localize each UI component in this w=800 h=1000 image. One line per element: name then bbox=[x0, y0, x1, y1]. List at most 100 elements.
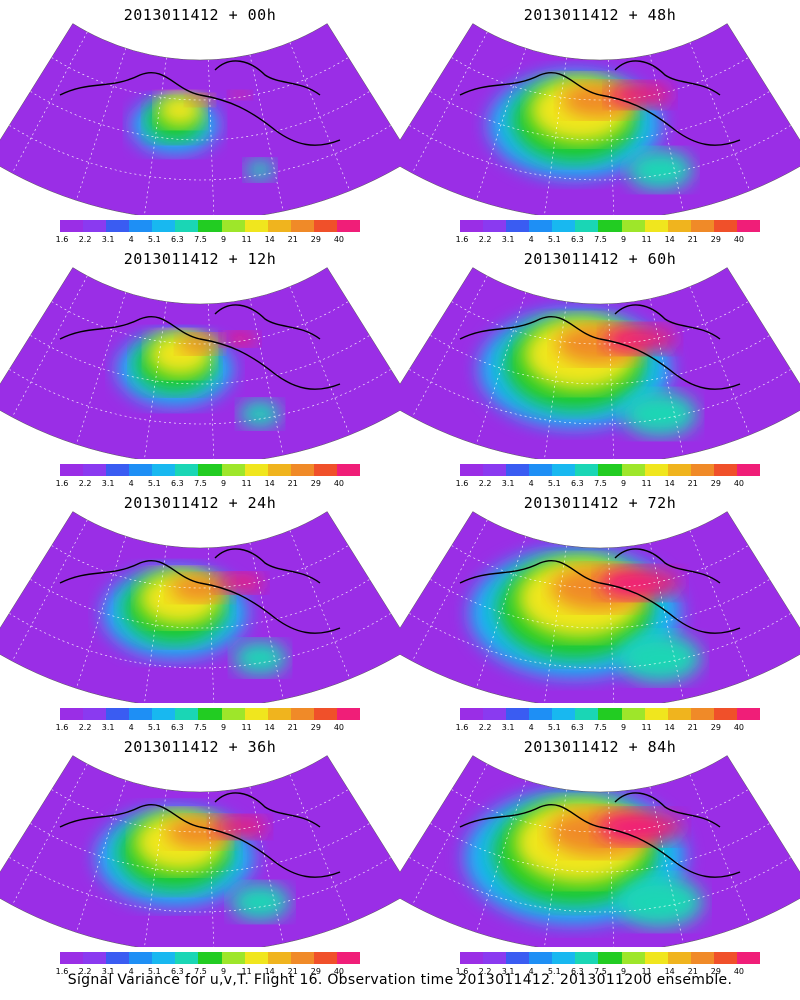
colorbar-tick-label: 11 bbox=[241, 723, 252, 732]
colorbar-swatch bbox=[598, 464, 622, 476]
map-panel: 2013011412 + 36h 1.6 2.2 3.1 4 5.1 6.3 7.5 9 11 14… bbox=[0, 732, 400, 977]
colorbar-swatch bbox=[506, 220, 530, 232]
colorbar-swatch bbox=[83, 952, 107, 964]
panel-title: 2013011412 + 60h bbox=[523, 250, 677, 268]
colorbar-labels: 1.6 2.2 3.1 4 5.1 6.3 7.5 9 11 14 21 29 40 bbox=[56, 967, 360, 977]
variance-map bbox=[0, 755, 400, 947]
colorbar-tick-label: 3.1 bbox=[101, 723, 115, 732]
coastline bbox=[459, 548, 741, 634]
colorbar-swatch bbox=[575, 464, 599, 476]
colorbar-tick-label: 9 bbox=[620, 967, 627, 976]
colorbar bbox=[460, 220, 761, 232]
colorbar-tick-label: 1.6 bbox=[455, 235, 469, 244]
colorbar bbox=[460, 708, 761, 720]
colorbar-swatch bbox=[690, 952, 714, 964]
variance-contour bbox=[233, 640, 287, 676]
colorbar-swatch bbox=[575, 220, 599, 232]
colorbar-tick-label: 1.6 bbox=[455, 967, 469, 976]
coastline bbox=[59, 304, 341, 390]
colorbar-tick-label: 4 bbox=[128, 723, 134, 732]
variance-contour bbox=[222, 331, 258, 347]
coastline bbox=[59, 792, 341, 878]
colorbar-tick-label: 2.2 bbox=[478, 479, 492, 488]
colorbar bbox=[60, 220, 361, 232]
graticule bbox=[9, 31, 391, 215]
colorbar-swatch bbox=[175, 464, 199, 476]
colorbar-swatch bbox=[106, 464, 130, 476]
colorbar-swatch bbox=[667, 464, 691, 476]
colorbar-swatch bbox=[336, 464, 361, 476]
colorbar-swatch bbox=[336, 220, 361, 232]
colorbar-tick-label: 9 bbox=[220, 967, 227, 976]
colorbar-swatch bbox=[313, 220, 337, 232]
colorbar-swatch bbox=[106, 952, 130, 964]
colorbar-swatch bbox=[460, 464, 484, 476]
map-panel: 2013011412 + 60h 1.6 2.2 3.1 4 5.1 6.3 7.5 9 11 14… bbox=[400, 244, 800, 489]
variance-map bbox=[400, 755, 800, 947]
colorbar-swatch bbox=[506, 952, 530, 964]
colorbar-tick-label: 9 bbox=[220, 479, 227, 488]
panel-title: 2013011412 + 72h bbox=[523, 494, 677, 512]
colorbar-swatch bbox=[244, 952, 268, 964]
colorbar-tick-label: 5.1 bbox=[147, 479, 161, 488]
colorbar-tick-label: 4 bbox=[528, 723, 534, 732]
colorbar-swatch bbox=[667, 220, 691, 232]
colorbar-labels: 1.6 2.2 3.1 4 5.1 6.3 7.5 9 11 14 21 29 40 bbox=[56, 723, 360, 733]
colorbar-swatch bbox=[667, 708, 691, 720]
colorbar-tick-label: 40 bbox=[333, 723, 345, 732]
colorbar-swatch bbox=[290, 952, 314, 964]
colorbar-tick-label: 29 bbox=[710, 479, 721, 488]
coastline bbox=[459, 60, 741, 146]
colorbar-swatch bbox=[290, 464, 314, 476]
colorbar-tick-label: 14 bbox=[664, 235, 675, 244]
colorbar-swatch bbox=[313, 708, 337, 720]
colorbar-labels: 1.6 2.2 3.1 4 5.1 6.3 7.5 9 11 14 21 29 40 bbox=[456, 235, 760, 245]
colorbar-tick-label: 9 bbox=[620, 235, 627, 244]
colorbar-swatch bbox=[529, 952, 553, 964]
colorbar-tick-label: 14 bbox=[664, 967, 675, 976]
colorbar-swatch bbox=[736, 220, 761, 232]
colorbar-tick-label: 7.5 bbox=[594, 235, 607, 244]
colorbar-swatch bbox=[483, 220, 507, 232]
colorbar-tick-label: 2.2 bbox=[478, 967, 492, 976]
colorbar-swatch bbox=[83, 464, 107, 476]
colorbar-tick-label: 5.1 bbox=[147, 235, 161, 244]
colorbar-tick-label: 7.5 bbox=[194, 235, 207, 244]
variance-contour bbox=[228, 90, 252, 100]
colorbar-tick-label: 3.1 bbox=[101, 967, 115, 976]
variance-map bbox=[400, 267, 800, 459]
map-panel: 2013011412 + 24h 1.6 2.2 3.1 4 5.1 6.3 7.5 9 11 14… bbox=[0, 488, 400, 733]
colorbar-tick-label: 6.3 bbox=[571, 235, 584, 244]
graticule bbox=[409, 275, 791, 459]
colorbar-tick-label: 21 bbox=[687, 479, 698, 488]
colorbar-swatch bbox=[529, 464, 553, 476]
variance-contour bbox=[215, 573, 265, 593]
colorbar-swatch bbox=[336, 708, 361, 720]
variance-map bbox=[0, 23, 400, 215]
colorbar-tick-label: 7.5 bbox=[194, 723, 207, 732]
colorbar-swatch bbox=[129, 464, 153, 476]
colorbar-swatch bbox=[460, 220, 484, 232]
colorbar-tick-label: 14 bbox=[264, 235, 275, 244]
colorbar-tick-label: 21 bbox=[687, 235, 698, 244]
colorbar-tick-label: 14 bbox=[264, 723, 275, 732]
colorbar-tick-label: 5.1 bbox=[547, 967, 561, 976]
colorbar-tick-label: 6.3 bbox=[571, 479, 584, 488]
variance-contour bbox=[604, 324, 676, 354]
colorbar-labels: 1.6 2.2 3.1 4 5.1 6.3 7.5 9 11 14 21 29 40 bbox=[456, 723, 760, 733]
colorbar-tick-label: 21 bbox=[287, 479, 298, 488]
colorbar-swatch bbox=[313, 952, 337, 964]
map-panel: 2013011412 + 48h 1.6 2.2 3.1 4 5.1 6.3 7.5 9 11 14… bbox=[400, 0, 800, 245]
colorbar-tick-label: 11 bbox=[641, 479, 652, 488]
colorbar-swatch bbox=[267, 708, 291, 720]
colorbar-swatch bbox=[198, 220, 222, 232]
colorbar bbox=[60, 708, 361, 720]
colorbar-tick-label: 29 bbox=[710, 723, 721, 732]
colorbar-swatch bbox=[290, 708, 314, 720]
colorbar-swatch bbox=[198, 464, 222, 476]
colorbar-swatch bbox=[60, 708, 84, 720]
colorbar-swatch bbox=[713, 708, 737, 720]
colorbar-labels: 1.6 2.2 3.1 4 5.1 6.3 7.5 9 11 14 21 29 40 bbox=[456, 967, 760, 977]
colorbar-tick-label: 11 bbox=[241, 967, 252, 976]
map-panel: 2013011412 + 72h 1.6 2.2 3.1 4 5.1 6.3 7.5 9 11 14… bbox=[400, 488, 800, 733]
